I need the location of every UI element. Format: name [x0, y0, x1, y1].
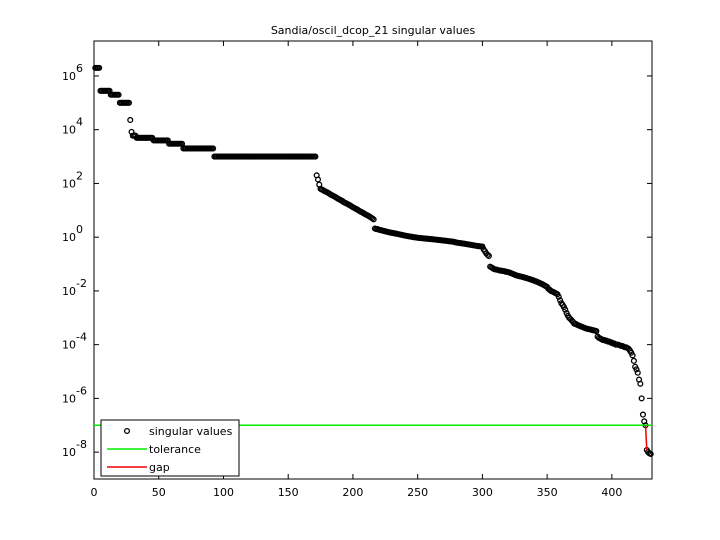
data-point: [638, 395, 645, 402]
x-tick-label: 0: [91, 486, 98, 499]
x-tick-label: 100: [213, 486, 234, 499]
data-point: [647, 450, 654, 458]
x-tick-label: 300: [472, 486, 493, 499]
legend-label: gap: [149, 461, 170, 474]
data-point: [485, 252, 492, 260]
data-point: [370, 216, 377, 223]
x-tick-label: 200: [342, 486, 363, 499]
data-point: [562, 306, 569, 313]
y-tick-label: 10: [62, 285, 76, 298]
legend: singular values tolerance gap: [100, 419, 240, 477]
y-tick-exponent: 2: [76, 169, 83, 182]
y-tick-label: 10: [62, 339, 76, 352]
legend-label: tolerance: [149, 443, 201, 456]
x-tick-label: 350: [537, 486, 558, 499]
data-point: [633, 366, 640, 373]
data-point: [637, 380, 644, 387]
y-tick-exponent: -8: [76, 438, 87, 451]
chart-title: Sandia/oscil_dcop_21 singular values: [271, 24, 476, 37]
data-point: [127, 116, 134, 124]
y-tick-label: 10: [62, 446, 76, 459]
y-tick-exponent: 6: [76, 62, 83, 75]
data-point: [210, 145, 217, 152]
y-tick-exponent: -4: [76, 331, 87, 344]
y-tick-exponent: -6: [76, 384, 87, 397]
y-tick-exponent: 0: [76, 223, 83, 236]
y-tick-label: 10: [62, 70, 76, 83]
data-point: [639, 411, 646, 418]
data-point: [96, 64, 103, 71]
data-point: [629, 352, 636, 359]
data-point: [634, 369, 641, 376]
y-tick-label: 10: [62, 177, 76, 190]
legend-marker: [123, 427, 131, 435]
data-point: [555, 293, 562, 300]
gap-line: [644, 425, 648, 451]
data-point: [312, 153, 319, 160]
data-point: [125, 99, 133, 106]
data-point: [593, 328, 600, 335]
y-tick-label: 10: [62, 124, 76, 137]
data-point: [479, 243, 486, 250]
x-tick-label: 150: [278, 486, 299, 499]
data-point: [557, 297, 564, 304]
x-tick-label: 250: [407, 486, 428, 499]
y-tick-exponent: 4: [76, 116, 83, 129]
x-tick-label: 50: [152, 486, 166, 499]
legend-label: singular values: [149, 425, 233, 438]
y-tick-exponent: -2: [76, 277, 87, 290]
data-point: [630, 357, 637, 364]
y-tick-label: 10: [62, 392, 76, 405]
y-tick-label: 10: [62, 231, 76, 244]
x-tick-label: 400: [601, 486, 622, 499]
data-point: [115, 91, 122, 98]
data-point: [484, 251, 491, 258]
plot-frame: [93, 40, 653, 480]
